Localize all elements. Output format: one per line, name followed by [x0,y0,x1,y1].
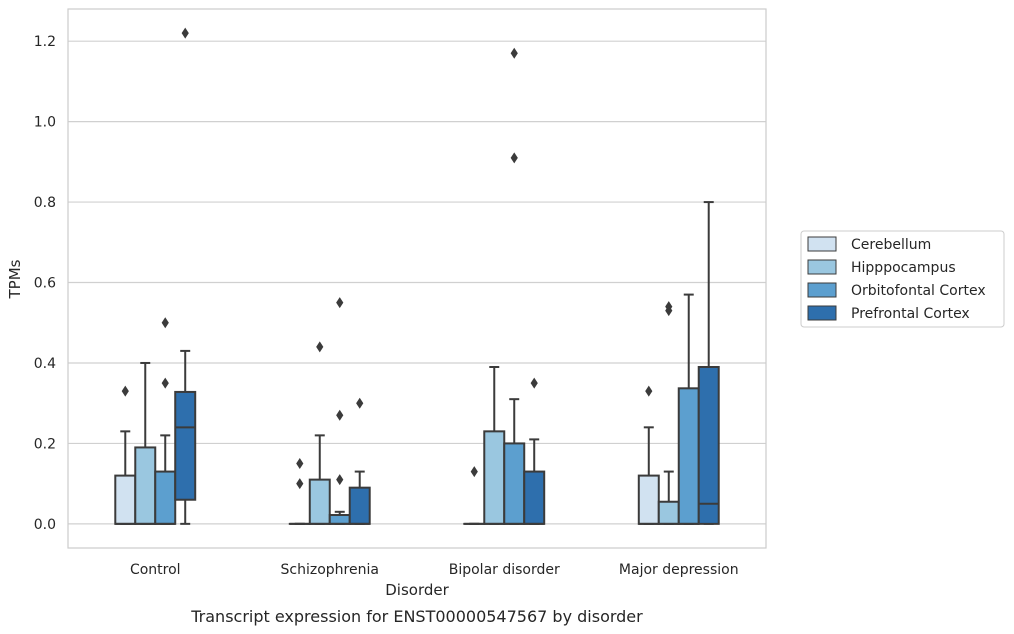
outlier-point [296,478,304,490]
y-tick-label: 0.4 [34,356,56,372]
outlier-point [356,397,364,409]
y-tick-labels: 0.0 0.2 0.4 0.6 0.8 1.0 1.2 [34,34,56,533]
outlier-point [470,466,478,478]
y-axis-label: TPMs [6,259,24,299]
y-tick-label: 0.2 [34,436,56,452]
box-body [154,470,177,525]
outlier-point [336,474,344,486]
box-body [503,442,526,525]
box-group [523,377,546,525]
figure-caption: Transcript expression for ENST0000054756… [190,607,643,626]
box-marks [114,27,720,525]
outlier-point [510,152,518,164]
y-tick-label: 0.8 [34,195,56,211]
legend-frame [800,230,1005,328]
box-body [657,500,680,525]
outlier-point [645,385,653,397]
box-group [308,341,331,525]
x-axis-label: Disorder [385,581,449,599]
x-tick-label: Schizophrenia [281,562,379,578]
outlier-point [296,458,304,470]
box-group [134,361,157,525]
box-body [483,430,506,525]
x-tick-label: Control [130,562,181,578]
outlier-point [665,301,673,313]
outlier-point [181,27,189,39]
x-tick-label: Bipolar disorder [449,562,560,578]
plot-frame [67,8,767,549]
outlier-point [510,47,518,59]
y-tick-label: 0.6 [34,276,56,292]
box-group [114,385,137,525]
box-group [637,385,660,525]
outlier-point [530,377,538,389]
box-body [308,478,331,525]
box-group [503,47,526,525]
x-tick-label: Major depression [619,562,739,578]
outlier-point [161,377,169,389]
legend-label: Prefrontal Cortex [851,306,970,322]
box-body [174,390,197,501]
outlier-point [316,341,324,353]
plot-background [68,9,766,548]
y-tick-label: 0.0 [34,517,56,533]
box-group [154,317,177,525]
legend: Cerebellum Hipppocampus Orbitofontal Corte… [800,230,1005,328]
box-body [637,474,660,525]
outlier-point [336,409,344,421]
box-body [328,514,351,525]
x-tick-labels: Control Schizophrenia Bipolar disorder Majo… [130,562,739,578]
y-tick-label: 1.0 [34,115,56,131]
box-body [134,446,157,525]
box-group [697,201,720,525]
box-group [657,301,680,525]
box-group [483,365,506,525]
legend-swatch [807,259,837,275]
box-group [174,27,197,525]
legend-swatch [807,236,837,252]
y-tick-label: 1.2 [34,34,56,50]
outlier-point [121,385,129,397]
legend-label: Orbitofontal Cortex [851,283,986,299]
outlier-point [161,317,169,329]
legend-swatch [807,282,837,298]
box-body [677,387,700,525]
outlier-point [336,297,344,309]
box-body [523,470,546,525]
box-body [114,474,137,525]
legend-label: Cerebellum [851,237,931,253]
legend-swatch [807,305,837,321]
box-body [348,486,371,525]
box-body [697,365,720,525]
box-group [348,397,371,525]
legend-label: Hipppocampus [851,260,956,276]
